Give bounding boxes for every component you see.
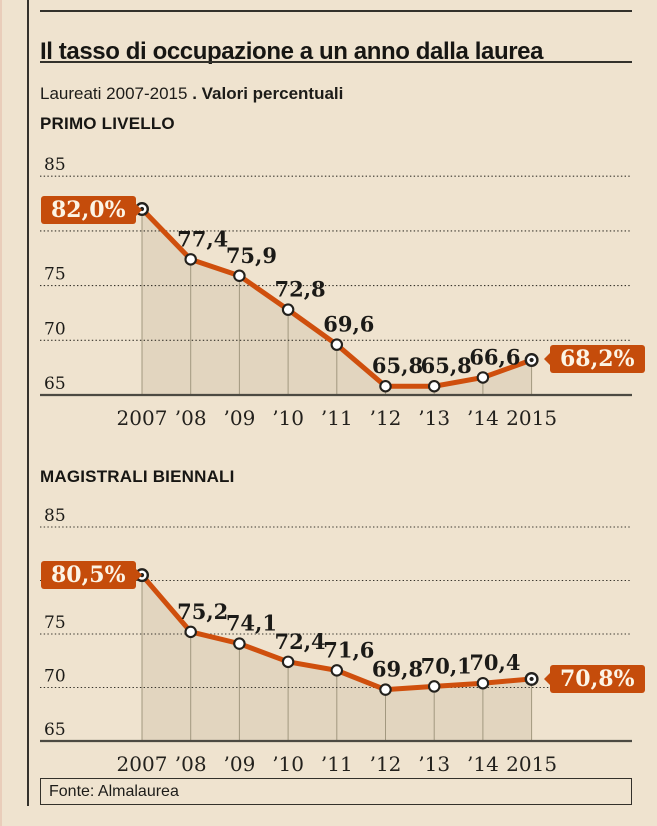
x-tick-label-13: ’13	[418, 752, 450, 776]
data-point	[476, 371, 490, 384]
x-tick-label-08: ’08	[175, 406, 207, 430]
point-value-label: 66,6	[469, 344, 520, 369]
source-text: Fonte: Almalaurea	[49, 782, 179, 800]
data-point	[330, 664, 344, 677]
data-point	[379, 379, 392, 393]
point-value-label: 65,8	[372, 353, 423, 378]
y-tick-label-75: 75	[44, 265, 66, 285]
subtitle-regular: Laureati 2007-2015	[40, 84, 188, 103]
point-value-label: 70,1	[421, 653, 472, 678]
data-point	[184, 253, 197, 266]
data-point	[233, 269, 246, 283]
point-value-label: 75,2	[177, 599, 228, 624]
top-rule	[40, 10, 632, 12]
point-value-label: 75,9	[226, 243, 277, 268]
x-tick-label-14: ’14	[467, 752, 499, 776]
point-value-label: 74,1	[226, 611, 277, 636]
data-point	[281, 655, 295, 669]
x-tick-label-2007: 2007	[117, 406, 168, 430]
section-label-magistrali-biennali: MAGISTRALI BIENNALI	[40, 467, 235, 486]
x-tick-label-13: ’13	[418, 406, 450, 430]
page-edge-strip	[0, 0, 2, 826]
data-point	[330, 338, 344, 351]
chart-primo-livello: 8575706577,475,972,869,665,865,866,62007…	[40, 155, 632, 430]
data-point-center-dot	[529, 676, 534, 682]
data-point	[184, 625, 197, 639]
section-label-primo-livello: PRIMO LIVELLO	[40, 114, 175, 133]
y-tick-label-70: 70	[44, 319, 66, 339]
x-tick-label-2007: 2007	[117, 752, 168, 776]
x-tick-label-10: ’10	[272, 406, 304, 430]
x-tick-label-2015: 2015	[506, 752, 557, 776]
title-underline-rule	[40, 61, 632, 63]
point-value-label: 70,4	[469, 650, 520, 675]
x-tick-label-10: ’10	[272, 752, 304, 776]
y-tick-label-85: 85	[44, 506, 66, 526]
subtitle: Laureati 2007-2015 . Valori percentuali	[40, 84, 343, 104]
y-tick-label-70: 70	[44, 667, 66, 687]
subtitle-separator: .	[187, 84, 202, 103]
source-box: Fonte: Almalaurea	[40, 778, 632, 805]
data-point	[427, 680, 441, 693]
x-tick-label-11: ’11	[321, 406, 353, 430]
y-tick-label-65: 65	[44, 720, 66, 740]
x-tick-label-09: ’09	[223, 752, 255, 776]
data-point	[281, 303, 295, 316]
left-column-rule	[27, 0, 29, 806]
point-value-label: 72,8	[275, 277, 326, 302]
x-tick-label-11: ’11	[321, 752, 353, 776]
x-tick-label-12: ’12	[370, 752, 402, 776]
end-value-badge-primo: 68,2%	[544, 345, 645, 373]
point-value-label: 65,8	[421, 353, 472, 378]
start-value-badge-magistrali: 80,5%	[41, 561, 141, 589]
x-tick-label-12: ’12	[370, 406, 402, 430]
x-tick-label-08: ’08	[175, 752, 207, 776]
y-tick-label-65: 65	[44, 374, 66, 394]
x-tick-label-09: ’09	[223, 406, 255, 430]
chart-magistrali-biennali: 85 75 70 65 75,274,172,471,669,870,170,4 2007…	[40, 506, 632, 776]
x-tick-label-14: ’14	[467, 406, 499, 430]
start-value-badge-primo: 82,0%	[41, 196, 141, 224]
data-point	[427, 379, 441, 393]
x-tick-label-2015: 2015	[506, 406, 557, 430]
page-title: Il tasso di occupazione a un anno dalla …	[40, 38, 544, 66]
y-tick-label-85: 85	[44, 155, 66, 175]
data-point	[233, 637, 246, 650]
data-point	[476, 676, 490, 690]
point-value-label: 77,4	[177, 226, 228, 251]
subtitle-bold: Valori percentuali	[201, 84, 344, 103]
point-value-label: 69,8	[372, 657, 423, 682]
point-value-label: 69,6	[323, 312, 374, 337]
data-point	[379, 683, 392, 696]
end-value-badge-magistrali: 70,8%	[544, 665, 645, 693]
point-value-label: 71,6	[323, 637, 374, 662]
data-point-center-dot	[529, 357, 534, 363]
y-tick-label-75: 75	[44, 613, 66, 633]
point-value-label: 72,4	[275, 629, 326, 654]
